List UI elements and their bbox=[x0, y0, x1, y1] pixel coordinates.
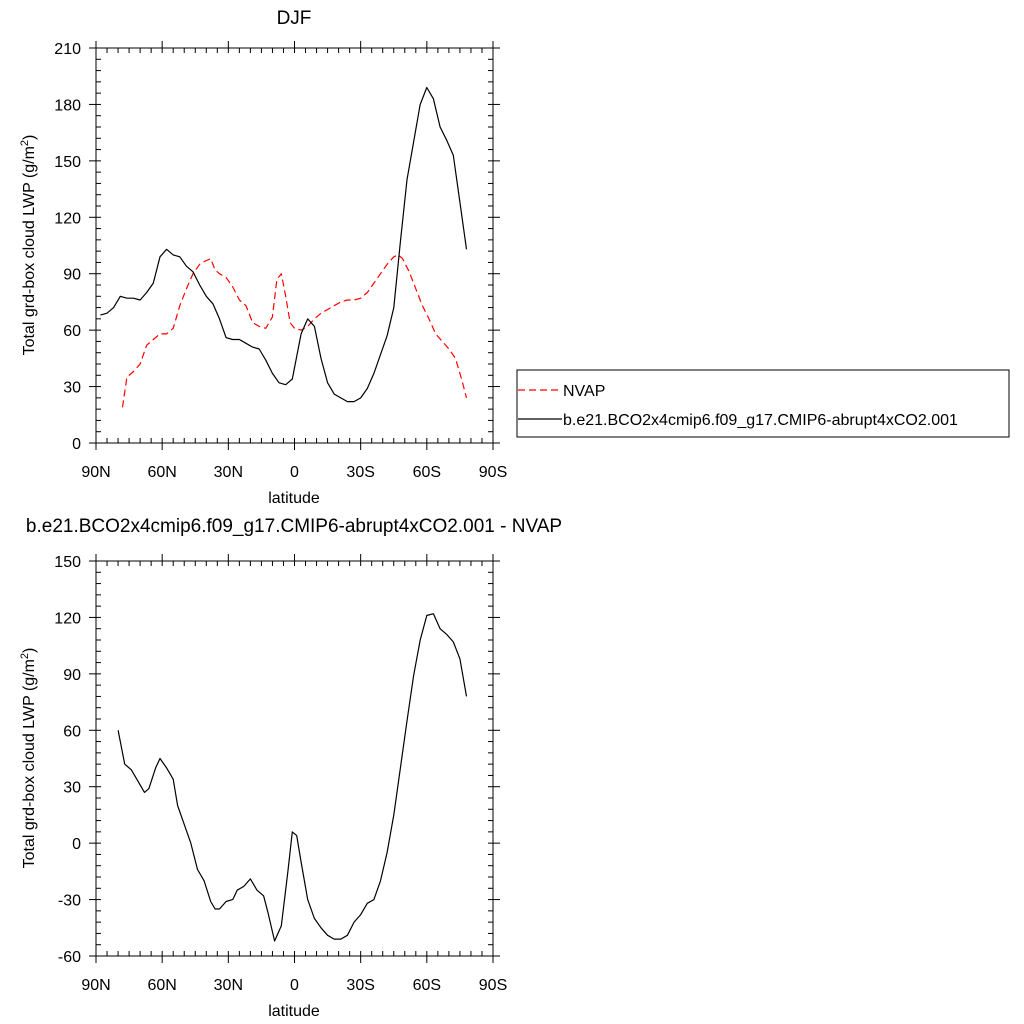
legend-nvap-label: NVAP bbox=[563, 383, 605, 400]
y-tick-label: 30 bbox=[63, 780, 81, 797]
legend-model-label: b.e21.BCO2x4cmip6.f09_g17.CMIP6-abrupt4x… bbox=[563, 412, 958, 429]
bottom-plot: b.e21.BCO2x4cmip6.f09_g17.CMIP6-abrupt4x… bbox=[19, 516, 562, 1020]
x-tick-label: 60N bbox=[147, 464, 176, 481]
x-tick-label: 0 bbox=[290, 977, 299, 994]
y-tick-label: 60 bbox=[63, 323, 81, 340]
bottom-plot-ticks: 90N 60N 30N 0 30S 60S 90S -60 -30 0 30 60 90 120 150 bbox=[54, 554, 507, 994]
top-plot-frame bbox=[95, 47, 494, 444]
y-tick-label: 120 bbox=[54, 210, 81, 227]
x-tick-label: 30S bbox=[346, 464, 374, 481]
y-tick-label: 60 bbox=[63, 723, 81, 740]
x-tick-label: 90N bbox=[81, 464, 110, 481]
x-tick-label: 0 bbox=[290, 464, 299, 481]
y-tick-label: 180 bbox=[54, 97, 81, 114]
top-plot-title: DJF bbox=[277, 8, 312, 29]
bottom-plot-frame bbox=[95, 560, 494, 957]
bottom-plot-title: b.e21.BCO2x4cmip6.f09_g17.CMIP6-abrupt4x… bbox=[26, 516, 562, 537]
y-tick-label: 120 bbox=[54, 610, 81, 627]
y-tick-label: 30 bbox=[63, 380, 81, 397]
y-tick-label: 0 bbox=[72, 436, 81, 453]
top-plot-lines bbox=[100, 86, 468, 408]
nvap-series-line bbox=[121, 254, 468, 408]
y-tick-label: -60 bbox=[58, 949, 81, 966]
x-tick-label: 90N bbox=[81, 977, 110, 994]
difference-series-line bbox=[117, 613, 468, 942]
top-plot-ticks: 90N 60N 30N 0 30S 60S 90S 0 30 60 90 120 150 180 210 bbox=[54, 41, 507, 481]
y-tick-label: 90 bbox=[63, 267, 81, 284]
x-tick-label: 60S bbox=[413, 977, 441, 994]
y-tick-label: 150 bbox=[54, 154, 81, 171]
x-tick-label: 90S bbox=[479, 464, 507, 481]
y-tick-label: 150 bbox=[54, 554, 81, 571]
bottom-plot-y-axis-label: Total grd-box cloud LWP (g/m2) bbox=[19, 648, 38, 869]
x-tick-label: 30S bbox=[346, 977, 374, 994]
y-tick-label: 0 bbox=[72, 836, 81, 853]
bottom-plot-lines bbox=[117, 613, 468, 942]
legend-box bbox=[516, 369, 1010, 438]
model-series-line bbox=[100, 86, 468, 403]
x-tick-label: 60S bbox=[413, 464, 441, 481]
top-plot-x-axis-label: latitude bbox=[268, 490, 320, 507]
y-tick-label: 210 bbox=[54, 41, 81, 58]
bottom-plot-x-axis-label: latitude bbox=[268, 1003, 320, 1020]
top-plot: DJF 90N 60N 30N 0 30S 60S 90S 0 30 60 90 120 150 180 2… bbox=[19, 8, 507, 507]
x-tick-label: 30N bbox=[214, 977, 243, 994]
legend: NVAP b.e21.BCO2x4cmip6.f09_g17.CMIP6-abr… bbox=[516, 369, 1010, 438]
y-tick-label: -30 bbox=[58, 893, 81, 910]
x-tick-label: 60N bbox=[147, 977, 176, 994]
x-tick-label: 30N bbox=[214, 464, 243, 481]
x-tick-label: 90S bbox=[479, 977, 507, 994]
top-plot-y-axis-label: Total grd-box cloud LWP (g/m2) bbox=[19, 135, 38, 356]
y-tick-label: 90 bbox=[63, 667, 81, 684]
